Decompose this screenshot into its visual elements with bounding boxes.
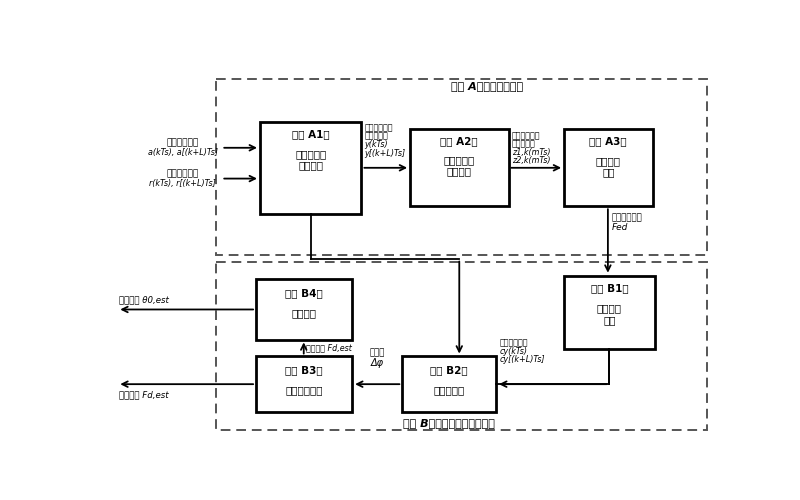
Text: 步骤 A1：: 步骤 A1： <box>292 129 330 139</box>
Text: y(kTs): y(kTs) <box>365 140 388 149</box>
Text: 相乘运算: 相乘运算 <box>298 160 323 170</box>
Text: y[(k+L)Ts]: y[(k+L)Ts] <box>365 148 406 158</box>
Text: z1,k(mTs): z1,k(mTs) <box>512 148 550 157</box>
Text: z2,k(mTs): z2,k(mTs) <box>512 156 550 166</box>
Text: 初始频偏: 初始频偏 <box>596 156 621 166</box>
Text: 相乘运算: 相乘运算 <box>446 166 472 176</box>
Text: cy(kTs): cy(kTs) <box>499 346 527 356</box>
Bar <box>216 262 707 430</box>
Text: 相位差: 相位差 <box>370 348 385 357</box>
Bar <box>410 130 509 206</box>
Text: 步骤 A：初始频偏估计: 步骤 A：初始频偏估计 <box>451 81 523 91</box>
Text: Δφ: Δφ <box>370 358 384 368</box>
Text: 第二次共轭: 第二次共轭 <box>444 155 475 165</box>
Text: 第一次共轭相: 第一次共轭相 <box>365 124 393 132</box>
Text: cy[(k+L)Ts]: cy[(k+L)Ts] <box>499 355 545 364</box>
Text: 步骤 B4：: 步骤 B4： <box>286 288 323 298</box>
Bar <box>216 79 707 255</box>
Text: Fed: Fed <box>612 224 628 232</box>
Text: 相位差计算: 相位差计算 <box>434 386 465 396</box>
Text: 乘运算结果: 乘运算结果 <box>365 132 388 140</box>
Text: 第二次共轭相: 第二次共轭相 <box>512 131 540 140</box>
Text: 乘运算结果: 乘运算结果 <box>512 140 535 148</box>
Text: 参考导频序列: 参考导频序列 <box>166 138 199 147</box>
Text: 接收导频序列: 接收导频序列 <box>166 170 199 178</box>
Bar <box>402 356 496 412</box>
Text: 步骤 B：精确频偏与相位估计: 步骤 B：精确频偏与相位估计 <box>402 418 494 428</box>
Text: 步骤 A3：: 步骤 A3： <box>590 136 627 146</box>
Bar <box>564 276 655 349</box>
Text: 频偏估计 Fd,est: 频偏估计 Fd,est <box>119 390 169 400</box>
Bar <box>564 130 653 206</box>
Bar <box>256 356 352 412</box>
Text: r(kTs), r[(k+L)Ts]: r(kTs), r[(k+L)Ts] <box>150 178 216 188</box>
Text: 频偏估计 Fd,est: 频偏估计 Fd,est <box>306 344 352 352</box>
Text: a(kTs), a[(k+L)Ts]: a(kTs), a[(k+L)Ts] <box>148 148 218 157</box>
Text: 初始频偏估计: 初始频偏估计 <box>612 214 642 222</box>
Text: 第一次共轭: 第一次共轭 <box>295 149 326 159</box>
Text: 相位估算: 相位估算 <box>292 308 317 318</box>
Text: 补偿: 补偿 <box>603 316 616 326</box>
Bar <box>260 122 362 214</box>
Text: 步骤 B1：: 步骤 B1： <box>590 283 628 293</box>
Text: 步骤 B2：: 步骤 B2： <box>430 366 468 376</box>
Bar <box>256 280 352 340</box>
Text: 步骤 A2：: 步骤 A2： <box>441 136 478 146</box>
Text: 初始频偏: 初始频偏 <box>597 303 622 313</box>
Text: 步骤 B3：: 步骤 B3： <box>286 366 323 376</box>
Text: 精确补偿估算: 精确补偿估算 <box>286 386 323 396</box>
Text: 频偏补偿数据: 频偏补偿数据 <box>499 338 528 347</box>
Text: 相位估计 θ0,est: 相位估计 θ0,est <box>119 296 169 304</box>
Text: 估算: 估算 <box>602 168 614 177</box>
